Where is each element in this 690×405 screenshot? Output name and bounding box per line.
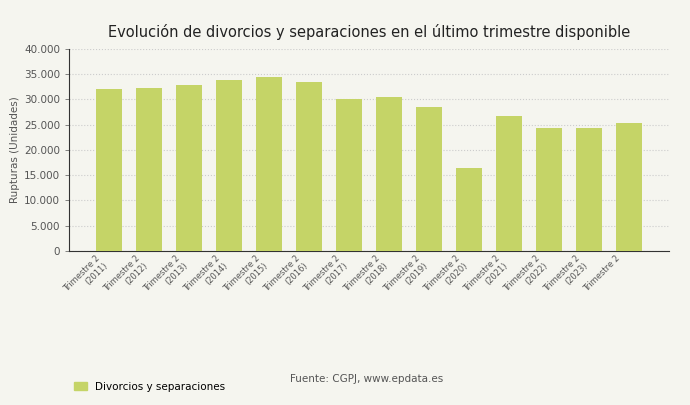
Bar: [576, 128, 602, 251]
Legend: Divorcios y separaciones: Divorcios y separaciones: [75, 382, 225, 392]
Y-axis label: Rupturas (Unidades): Rupturas (Unidades): [10, 96, 20, 203]
Bar: [456, 168, 482, 251]
Title: Evolución de divorcios y separaciones en el último trimestre disponible: Evolución de divorcios y separaciones en…: [108, 24, 630, 40]
Bar: [176, 85, 202, 251]
Bar: [536, 128, 562, 251]
Bar: [136, 88, 162, 251]
Bar: [296, 82, 322, 251]
Bar: [496, 117, 522, 251]
Text: Fuente: CGPJ, www.epdata.es: Fuente: CGPJ, www.epdata.es: [290, 374, 443, 384]
Bar: [97, 89, 122, 251]
Bar: [256, 77, 282, 251]
Bar: [616, 123, 642, 251]
Bar: [336, 99, 362, 251]
Bar: [376, 97, 402, 251]
Bar: [416, 107, 442, 251]
Bar: [216, 81, 242, 251]
